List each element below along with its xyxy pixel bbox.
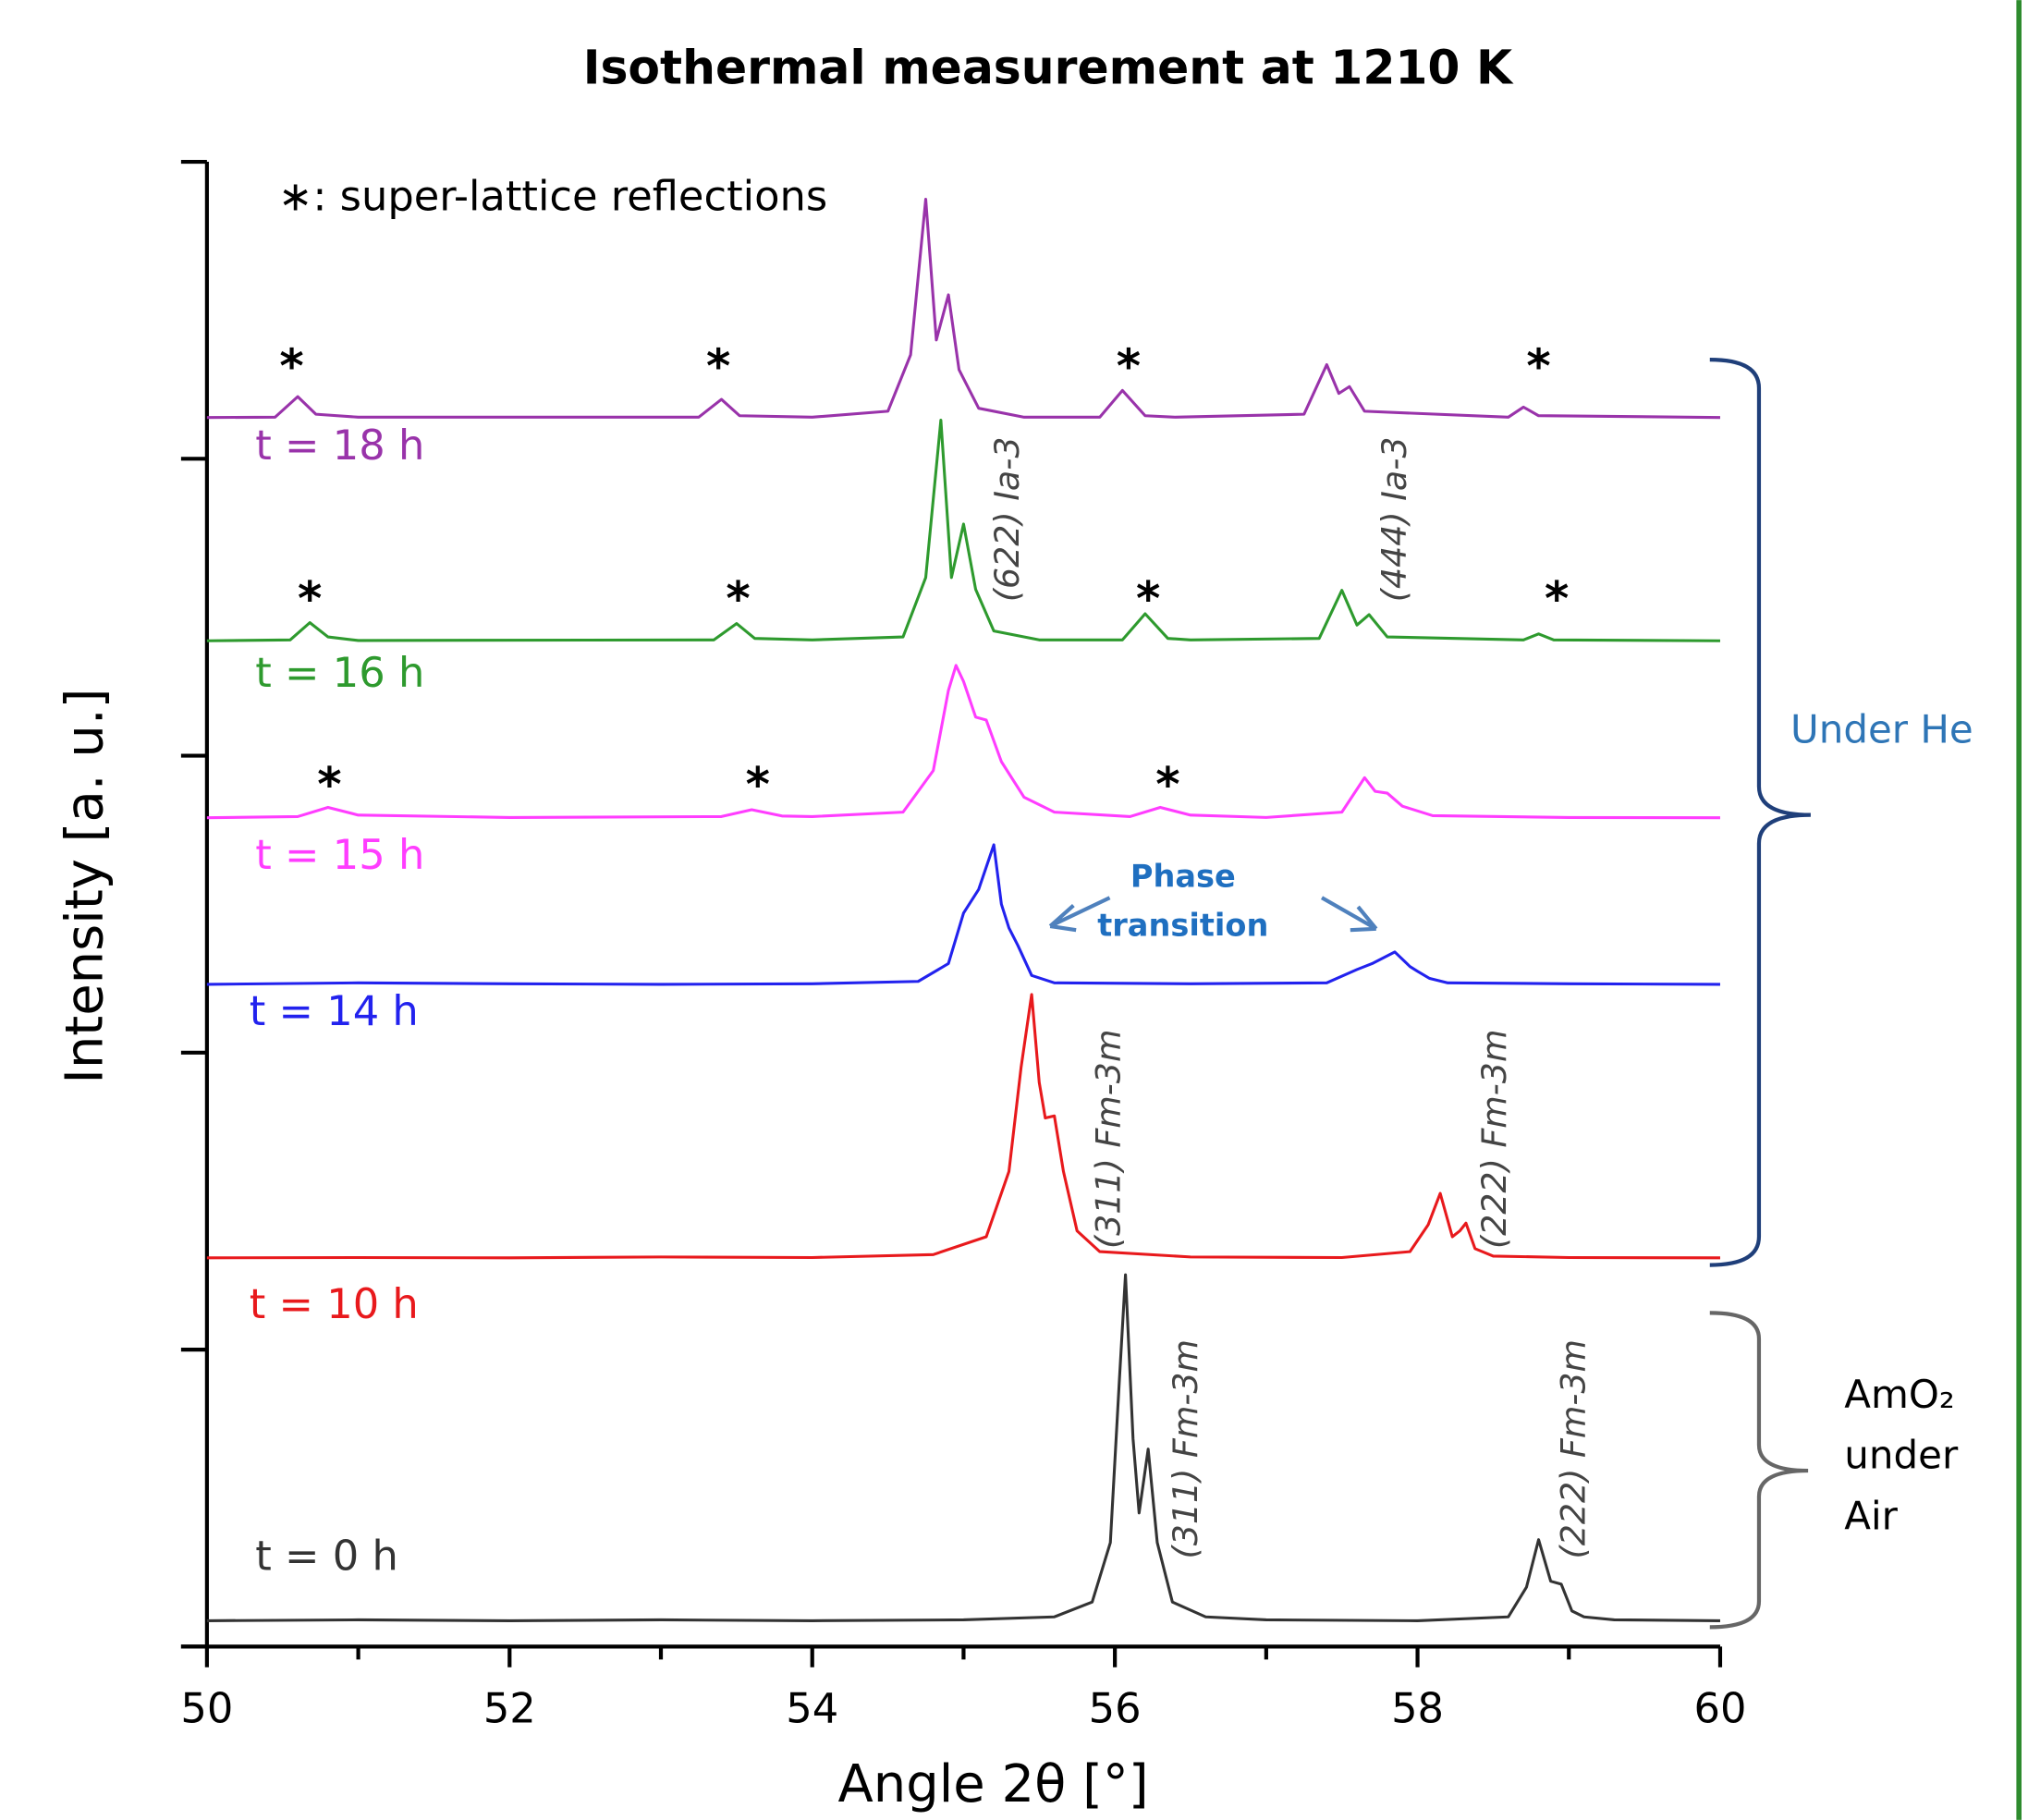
x-tick-label: 54 <box>786 1683 838 1732</box>
y-axis-label: Intensity [a. u.] <box>55 689 115 1084</box>
asterisk: * <box>298 571 322 626</box>
peak-label: (622) Ia-3 <box>987 437 1027 603</box>
x-axis-label: Angle 2θ [°] <box>837 1754 1148 1814</box>
legend-label: t = 14 h <box>250 986 419 1035</box>
asterisk: * <box>1526 338 1550 393</box>
peak-label: (222) Fm-3m <box>1553 1339 1593 1558</box>
series-line <box>206 419 1720 642</box>
asterisk: * <box>1545 571 1569 626</box>
legend-label: t = 10 h <box>250 1279 419 1328</box>
group-label: AmO₂ <box>1844 1372 1954 1417</box>
phase-label: transition <box>1097 908 1268 944</box>
note: ∗: super-lattice reflections <box>278 172 827 221</box>
asterisk: * <box>726 571 750 626</box>
legend-label: t = 15 h <box>255 830 424 879</box>
series-line <box>206 843 1720 986</box>
series-line <box>206 197 1720 420</box>
group-label: Air <box>1844 1493 1898 1538</box>
brace-air <box>1709 1311 1809 1630</box>
asterisk: * <box>279 338 303 393</box>
asterisk: * <box>1155 757 1179 812</box>
group-label: Under He <box>1790 707 1973 752</box>
chart-title: Isothermal measurement at 1210 K <box>583 41 1514 95</box>
x-tick-label: 50 <box>180 1683 233 1732</box>
x-tick-label: 56 <box>1089 1683 1142 1732</box>
asterisk: * <box>1136 571 1160 626</box>
peak-label: (311) Fm-3m <box>1089 1030 1129 1249</box>
legend-label: t = 0 h <box>255 1531 398 1580</box>
x-tick-label: 58 <box>1391 1683 1444 1732</box>
arrow <box>1048 896 1111 933</box>
legend-label: t = 18 h <box>255 421 424 470</box>
x-tick-label: 60 <box>1693 1683 1746 1732</box>
legend-label: t = 16 h <box>255 648 424 697</box>
asterisk: * <box>746 757 770 812</box>
brace-he <box>1709 358 1811 1267</box>
series-line <box>206 993 1720 1260</box>
phase-label: Phase <box>1130 859 1236 895</box>
asterisk: * <box>1117 338 1141 393</box>
series-line <box>206 1273 1720 1622</box>
group-label: under <box>1844 1433 1959 1478</box>
x-tick-label: 52 <box>483 1683 536 1732</box>
asterisk: * <box>317 757 341 812</box>
peak-label: (311) Fm-3m <box>1166 1339 1205 1558</box>
asterisk: * <box>706 338 730 393</box>
arrow <box>1320 896 1378 933</box>
series-line <box>206 664 1720 820</box>
peak-label: (222) Fm-3m <box>1474 1030 1514 1249</box>
peak-label: (444) Ia-3 <box>1374 437 1414 603</box>
